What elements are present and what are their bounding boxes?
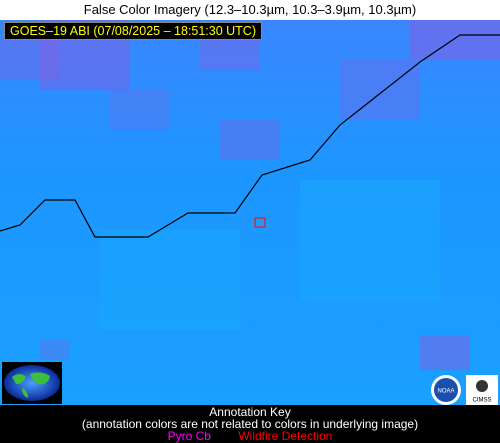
satellite-image: NOAA CIMSS	[0, 20, 500, 405]
key-item: Wildfire Detection	[238, 429, 333, 443]
key-note: (annotation colors are not related to co…	[81, 417, 419, 431]
globe-icon	[2, 362, 62, 404]
timestamp: GOES–19 ABI (07/08/2025 – 18:51:30 UTC)	[4, 22, 262, 40]
annotation-key: Annotation Key (annotation colors are no…	[0, 405, 500, 443]
cimss-label: CIMSS	[472, 398, 491, 404]
blue-patches	[100, 180, 440, 330]
noaa-logo: NOAA	[431, 375, 461, 405]
detection-box	[254, 217, 266, 228]
cimss-logo: CIMSS	[466, 375, 498, 405]
key-items: Pyro Cb Wildfire Detection	[0, 430, 500, 442]
boundary-line	[0, 34, 500, 238]
key-title: Annotation Key	[209, 405, 291, 419]
title: False Color Imagery (12.3–10.3µm, 10.3–3…	[83, 2, 417, 17]
key-item: Pyro Cb	[167, 429, 211, 443]
noaa-label: NOAA	[437, 389, 454, 395]
